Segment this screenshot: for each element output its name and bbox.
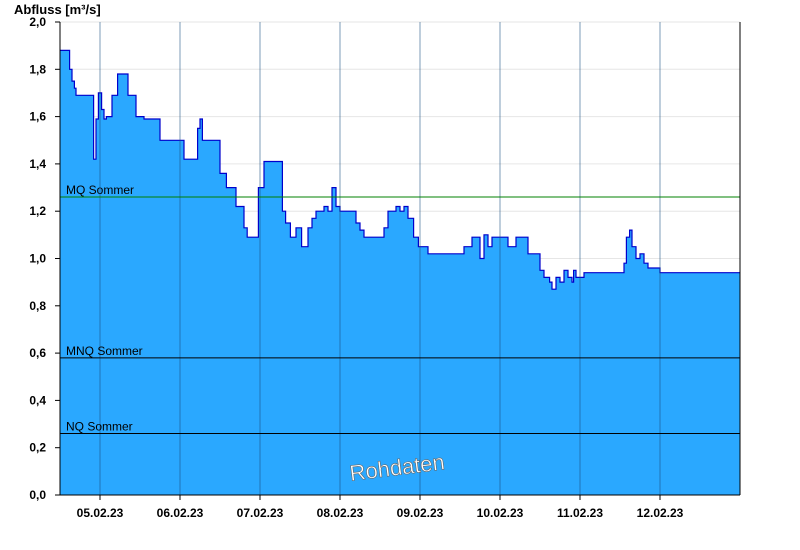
y-tick-label: 1,8 xyxy=(29,62,46,76)
x-tick-labels: 05.02.23 06.02.23 07.02.23 08.02.23 09.02.23… xyxy=(77,495,684,520)
reference-lines: MQ Sommer MNQ Sommer NQ Sommer xyxy=(60,183,740,435)
y-tick-label: 0,6 xyxy=(29,346,46,360)
y-tick-label: 1,0 xyxy=(29,252,46,266)
x-tick-label: 06.02.23 xyxy=(157,506,204,520)
x-tick-label: 08.02.23 xyxy=(317,506,364,520)
vertical-gridlines xyxy=(99,22,661,495)
y-tick-label: 0,8 xyxy=(29,299,46,313)
y-axis-title: Abfluss [m³/s] xyxy=(14,2,101,17)
y-tick-labels: 0,0 0,2 0,4 0,6 0,8 1,0 1,2 1,4 1,6 1,8 2,0 xyxy=(29,15,60,502)
y-tick-label: 0,2 xyxy=(29,441,46,455)
y-tick-label: 1,2 xyxy=(29,204,46,218)
y-tick-label: 0,4 xyxy=(29,393,46,407)
reference-label: MQ Sommer xyxy=(66,183,134,197)
x-tick-label: 09.02.23 xyxy=(397,506,444,520)
x-tick-label: 10.02.23 xyxy=(477,506,524,520)
y-tick-label: 0,0 xyxy=(29,488,46,502)
reference-label: MNQ Sommer xyxy=(66,344,143,358)
discharge-line xyxy=(60,49,740,290)
area-layer xyxy=(60,49,740,496)
x-tick-label: 05.02.23 xyxy=(77,506,124,520)
y-tick-label: 1,4 xyxy=(29,157,46,171)
y-tick-label: 2,0 xyxy=(29,15,46,29)
y-tick-label: 1,6 xyxy=(29,110,46,124)
x-tick-label: 12.02.23 xyxy=(637,506,684,520)
x-tick-label: 07.02.23 xyxy=(237,506,284,520)
discharge-area xyxy=(60,50,740,496)
watermark-text: Rohdaten xyxy=(348,449,446,485)
x-tick-label: 11.02.23 xyxy=(557,506,603,520)
reference-label: NQ Sommer xyxy=(66,420,133,434)
